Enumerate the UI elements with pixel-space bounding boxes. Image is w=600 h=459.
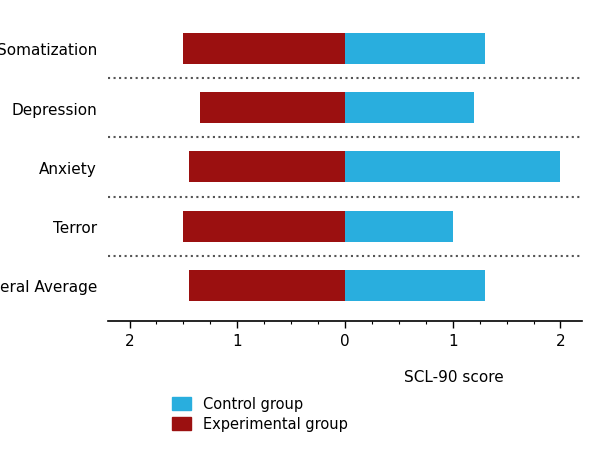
Bar	[345, 34, 485, 65]
Bar	[345, 270, 485, 301]
Bar	[184, 34, 345, 65]
Bar	[200, 93, 345, 124]
Text: SCL-90 score: SCL-90 score	[404, 369, 504, 384]
Bar	[345, 152, 560, 183]
Bar	[189, 270, 345, 301]
Bar	[345, 211, 453, 242]
Legend: Control group, Experimental group: Control group, Experimental group	[172, 396, 347, 431]
Bar	[345, 93, 474, 124]
Bar	[184, 211, 345, 242]
Bar	[189, 152, 345, 183]
